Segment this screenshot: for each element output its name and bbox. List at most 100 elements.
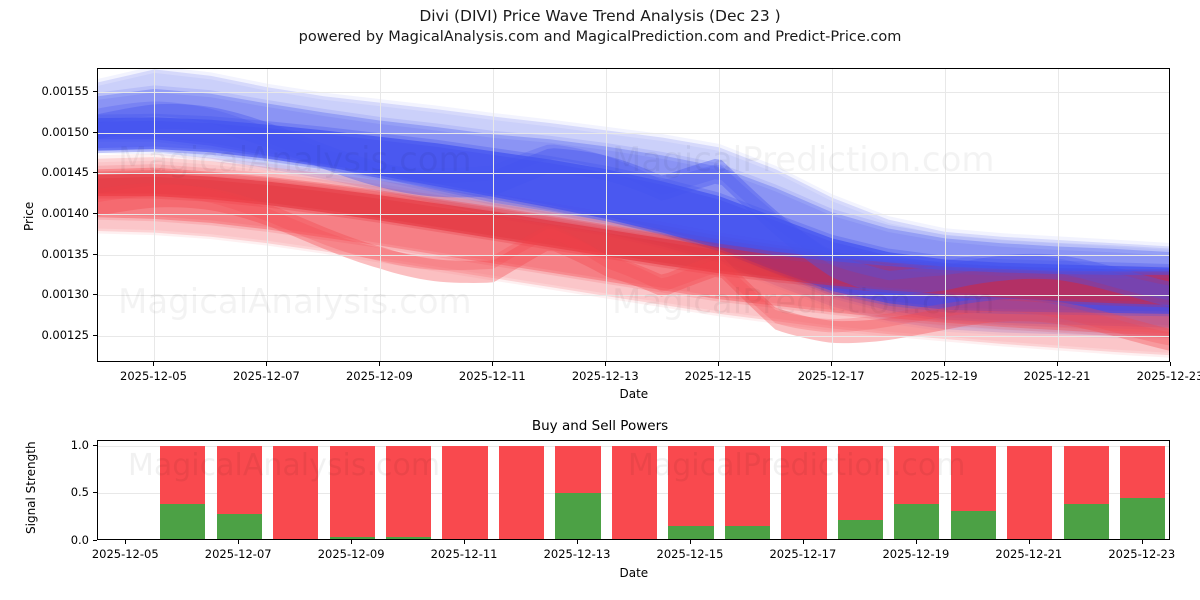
x-tick-label: 2025-12-17: [797, 369, 865, 383]
price-band-red-core-band-upper: [98, 173, 1169, 305]
y-gridline: [98, 92, 1169, 94]
x-tick-label: 2025-12-21: [1023, 369, 1091, 383]
bar-segment-sell[interactable]: [1063, 445, 1109, 504]
price-wave-red-wave-lower: [98, 182, 1169, 346]
bar-segment-sell[interactable]: [329, 445, 375, 538]
y-tick-label: 0.5: [70, 485, 89, 500]
bar-segment-buy[interactable]: [668, 525, 714, 539]
price-wave-chart-panel: MagicalAnalysis.comMagicalPrediction.com…: [22, 68, 1200, 401]
bar-segment-sell[interactable]: [386, 445, 432, 538]
x-tick: [266, 362, 268, 366]
y-gridline: [98, 335, 1169, 337]
bar-group[interactable]: [386, 445, 432, 539]
y-tick: [93, 212, 97, 214]
bar-group[interactable]: [160, 445, 206, 539]
x-tick: [605, 362, 607, 366]
x-tick: [915, 540, 917, 544]
bar-group[interactable]: [329, 445, 375, 539]
bar-segment-sell[interactable]: [724, 445, 771, 526]
bar-segment-buy[interactable]: [216, 514, 262, 539]
y-tick: [93, 492, 97, 494]
bar-group[interactable]: [668, 445, 714, 539]
bar-segment-sell[interactable]: [273, 445, 319, 539]
x-gridline: [493, 69, 495, 361]
bar-group[interactable]: [1007, 445, 1053, 539]
bar-segment-sell[interactable]: [611, 445, 658, 539]
bar-group[interactable]: [837, 445, 883, 539]
bar-group[interactable]: [781, 445, 827, 539]
y-gridline: [98, 295, 1169, 297]
bar-segment-buy[interactable]: [950, 510, 996, 539]
x-tick-label: 2025-12-19: [882, 547, 950, 561]
price-wave-blue-wave-upper: [98, 103, 1169, 307]
x-tick-label: 2025-12-11: [430, 547, 498, 561]
bar-segment-sell[interactable]: [950, 445, 996, 511]
y-gridline: [98, 173, 1169, 175]
y-gridline: [98, 132, 1169, 134]
y-tick: [93, 294, 97, 296]
bar-group[interactable]: [1120, 445, 1166, 539]
bar-segment-buy[interactable]: [837, 520, 883, 539]
y-axis-label: Signal Strength: [24, 441, 38, 534]
bar-segment-buy[interactable]: [894, 503, 940, 539]
x-gridline: [380, 69, 382, 361]
bar-segment-buy[interactable]: [329, 537, 375, 539]
x-tick: [351, 540, 353, 544]
x-tick-label: 2025-12-15: [656, 547, 724, 561]
bar-segment-buy[interactable]: [555, 493, 601, 539]
title-block: Divi (DIVI) Price Wave Trend Analysis (D…: [0, 6, 1200, 47]
x-tick: [718, 362, 720, 366]
y-tick: [93, 131, 97, 133]
bar-segment-sell[interactable]: [894, 445, 940, 504]
bar-segment-buy[interactable]: [386, 537, 432, 539]
x-axis-label: Date: [619, 566, 649, 580]
x-tick: [1170, 362, 1171, 366]
bar-segment-sell[interactable]: [555, 445, 601, 494]
x-gridline: [832, 69, 834, 361]
bar-group[interactable]: [442, 445, 488, 539]
bar-group[interactable]: [724, 445, 771, 539]
page-subtitle: powered by MagicalAnalysis.com and Magic…: [298, 29, 902, 45]
y-tick: [93, 91, 97, 93]
x-tick-label: 2025-12-23: [1108, 547, 1176, 561]
bar-segment-sell[interactable]: [1007, 445, 1053, 539]
power-plot-area: [97, 440, 1170, 540]
x-tick: [689, 540, 691, 544]
bar-segment-sell[interactable]: [216, 445, 262, 515]
bar-group[interactable]: [950, 445, 996, 539]
y-tick: [93, 172, 97, 174]
x-tick-label: 2025-12-07: [204, 547, 272, 561]
bar-group[interactable]: [273, 445, 319, 539]
bar-segment-buy[interactable]: [724, 525, 771, 539]
bar-group[interactable]: [498, 445, 545, 539]
bar-segment-buy[interactable]: [160, 503, 206, 539]
x-tick: [1141, 540, 1143, 544]
y-tick-label: 0.00125: [41, 327, 89, 342]
x-tick-label: 2025-12-11: [458, 369, 526, 383]
x-tick-label: 2025-12-09: [317, 547, 385, 561]
price-band-blue-core-band-upper: [98, 117, 1169, 314]
bar-group[interactable]: [894, 445, 940, 539]
x-gridline: [267, 69, 269, 361]
bar-segment-sell[interactable]: [498, 445, 545, 539]
bar-group[interactable]: [216, 445, 262, 539]
y-gridline: [98, 254, 1169, 256]
bar-group[interactable]: [1063, 445, 1109, 539]
x-tick-label: 2025-12-13: [571, 369, 639, 383]
bar-segment-sell[interactable]: [160, 445, 206, 504]
bar-segment-sell[interactable]: [442, 445, 488, 539]
y-tick-label: 0.00140: [41, 205, 89, 220]
bar-group[interactable]: [555, 445, 601, 539]
x-tick: [492, 362, 494, 366]
bar-segment-sell[interactable]: [837, 445, 883, 521]
price-wave-blue-wave-upper: [98, 101, 1169, 301]
bar-segment-sell[interactable]: [1120, 445, 1166, 499]
bar-segment-buy[interactable]: [1063, 503, 1109, 539]
bar-group[interactable]: [611, 445, 658, 539]
bar-segment-sell[interactable]: [781, 445, 827, 539]
bar-segment-sell[interactable]: [668, 445, 714, 526]
bar-segment-buy[interactable]: [1120, 498, 1166, 539]
x-tick: [831, 362, 833, 366]
